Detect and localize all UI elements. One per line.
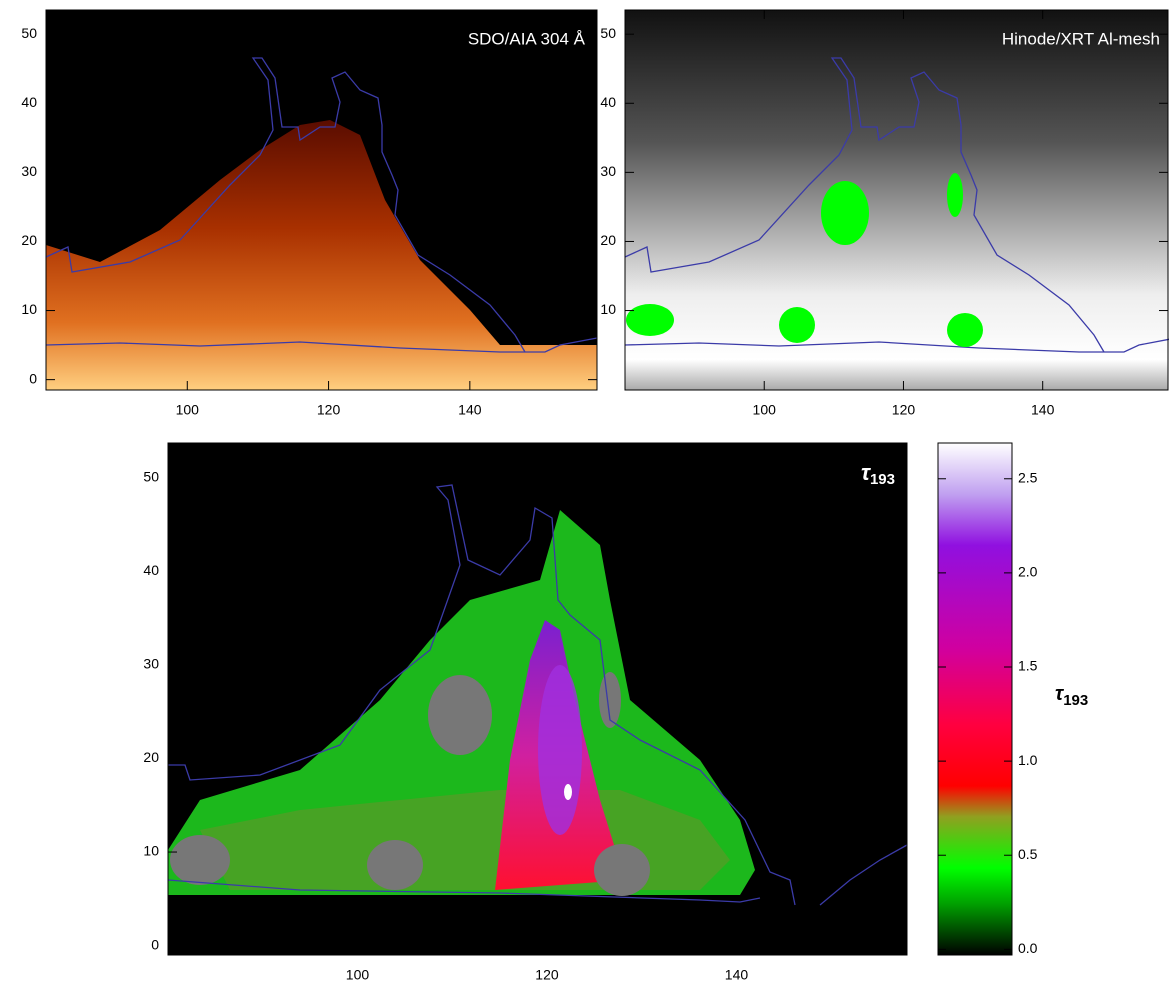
- y-tick-label: 10: [600, 301, 616, 317]
- panel-title: SDO/AIA 304 Å: [468, 29, 586, 48]
- x-tick-label: 100: [346, 967, 370, 981]
- x-tick-label: 120: [317, 402, 341, 418]
- frame: [167, 442, 908, 956]
- tau-map: [564, 784, 572, 800]
- y-tick-label: 0: [29, 370, 37, 386]
- colorbar-scale: [937, 442, 1013, 956]
- tau-map: [538, 665, 582, 835]
- colorbar-tick-label: 2.0: [1018, 564, 1038, 580]
- y-tick-label: 30: [21, 163, 37, 179]
- frame: [624, 9, 1169, 391]
- y-tick-label: 0: [151, 936, 159, 952]
- y-tick-label: 50: [21, 25, 37, 41]
- label-subscript: 193: [1063, 692, 1088, 709]
- x-tick-label: 120: [535, 967, 559, 981]
- y-tick-label: 40: [21, 94, 37, 110]
- panel-xrt: Hinode/XRT Al-mesh: [624, 9, 1169, 391]
- x-tick-label: 140: [1031, 402, 1055, 418]
- x-tick-label: 100: [176, 402, 200, 418]
- panel-title: Hinode/XRT Al-mesh: [1002, 29, 1160, 48]
- title-subscript: 193: [870, 471, 895, 488]
- frame: [45, 9, 598, 391]
- y-tick-label: 20: [21, 232, 37, 248]
- y-tick-label: 50: [143, 468, 159, 484]
- y-tick-label: 30: [600, 163, 616, 179]
- panel-title: τ193: [861, 460, 895, 488]
- colorbar-tick-label: 1.5: [1018, 658, 1038, 674]
- title-symbol: τ: [861, 460, 871, 485]
- masked-regions: [170, 672, 650, 896]
- x-tick-label: 140: [725, 967, 749, 981]
- y-tick-label: 40: [143, 562, 159, 578]
- contour: [167, 484, 908, 906]
- colorbar-tick-label: 1.0: [1018, 752, 1038, 768]
- colorbar-tick-label: 0.5: [1018, 846, 1038, 862]
- colorbar-tick-label: 0.0: [1018, 940, 1038, 956]
- panel-304: SDO/AIA 304 Å: [45, 9, 598, 391]
- x-tick-label: 140: [458, 402, 482, 418]
- y-tick-label: 40: [600, 94, 616, 110]
- label-symbol: τ: [1055, 683, 1065, 705]
- masked-regions: [626, 173, 983, 347]
- colorbar-tick-label: 2.5: [1018, 469, 1038, 485]
- y-tick-label: 20: [600, 232, 616, 248]
- colorbar: τ193: [937, 442, 1088, 956]
- emission-image: [46, 120, 597, 390]
- colorbar-label: τ193: [1055, 683, 1088, 709]
- y-tick-label: 10: [21, 301, 37, 317]
- y-tick-label: 30: [143, 656, 159, 672]
- y-tick-label: 20: [143, 749, 159, 765]
- x-tick-label: 100: [753, 402, 777, 418]
- x-tick-label: 120: [892, 402, 916, 418]
- image-background: [625, 10, 1168, 390]
- panel-tau: τ193: [167, 442, 908, 956]
- y-tick-label: 10: [143, 843, 159, 859]
- y-tick-label: 50: [600, 25, 616, 41]
